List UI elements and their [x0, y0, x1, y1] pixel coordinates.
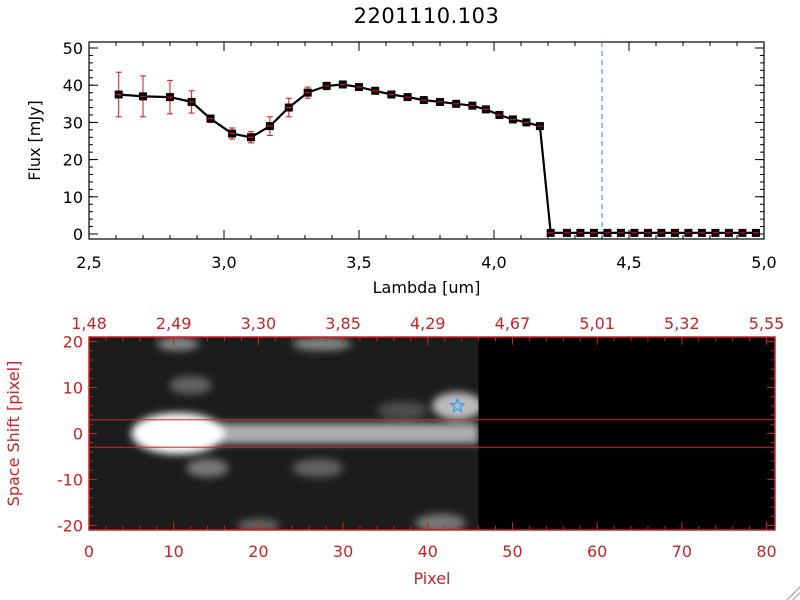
x-tick-label: 5,0	[751, 253, 776, 272]
x-tick-label: 20	[248, 542, 268, 561]
y-tick-label: 50	[63, 39, 83, 58]
y-tick-label: 0	[73, 425, 83, 444]
spectrum-line	[118, 83, 756, 234]
source-blob	[169, 376, 212, 395]
top-tick-label: 5,55	[749, 314, 785, 333]
x-tick-label: 4,5	[616, 253, 641, 272]
y-axis-title: Space Shift [pixel]	[4, 361, 23, 507]
top-tick-label: 4,29	[410, 314, 446, 333]
x-tick-label: 10	[164, 542, 184, 561]
x-tick-label: 40	[418, 542, 438, 561]
y-tick-label: 30	[63, 113, 83, 132]
x-tick-label: 3,5	[346, 253, 371, 272]
image-intensity	[131, 337, 483, 530]
source-blob	[156, 337, 200, 351]
y-tick-label: 20	[63, 151, 83, 170]
source-blob	[432, 392, 483, 420]
source-blob	[376, 401, 428, 420]
source-blob	[292, 337, 352, 351]
x-tick-label: 60	[587, 542, 607, 561]
top-tick-label: 1,48	[71, 314, 107, 333]
y-tick-label: 40	[63, 76, 83, 95]
top-tick-label: 2,49	[156, 314, 192, 333]
top-tick-label: 3,85	[325, 314, 361, 333]
x-axis-title: Lambda [um]	[373, 278, 481, 297]
source-blob	[131, 412, 225, 455]
spectrum-panel: 2,5 3,0 3,5 4,0 4,5 5,0 0 10 20 30 40 50 Lambda [um]…	[25, 39, 777, 297]
y-tick-label: 0	[73, 225, 83, 244]
plot-area	[114, 42, 760, 239]
source-blob	[292, 458, 344, 478]
spatial-profile-panel: 0 10 20 30 40 50 60 70 80 1,48 2,49 3,30 3,85 4,29 4,6…	[4, 314, 784, 588]
x-tick-label: 70	[672, 542, 692, 561]
x-tick-label: 0	[84, 542, 94, 561]
y-tick-label: -20	[57, 516, 83, 535]
top-tick-label: 5,01	[579, 314, 615, 333]
page-title: 2201110.103	[353, 4, 500, 28]
source-blob	[186, 458, 229, 478]
top-tick-label: 4,67	[495, 314, 531, 333]
x-tick-label: 80	[756, 542, 776, 561]
x-tick-label: 3,0	[211, 253, 236, 272]
x-tick-label: 30	[333, 542, 353, 561]
star-marker-icon	[449, 397, 466, 413]
y-tick-label: 20	[63, 333, 83, 352]
image-area	[89, 337, 775, 530]
resize-grip-icon[interactable]	[786, 586, 800, 600]
y-tick-label: 10	[63, 188, 83, 207]
x-tick-label: 50	[502, 542, 522, 561]
no-data-region	[478, 337, 775, 530]
y-axis-title: Flux [mJy]	[25, 100, 44, 181]
plot-frame	[88, 41, 765, 240]
top-tick-label: 5,32	[664, 314, 700, 333]
x-axis-title: Pixel	[413, 569, 450, 588]
y-tick-label: -10	[57, 470, 83, 489]
x-tick-label: 2,5	[76, 253, 101, 272]
spectral-trace	[173, 423, 479, 444]
top-tick-label: 3,30	[241, 314, 277, 333]
x-tick-label: 4,0	[481, 253, 506, 272]
y-tick-label: 10	[63, 379, 83, 398]
